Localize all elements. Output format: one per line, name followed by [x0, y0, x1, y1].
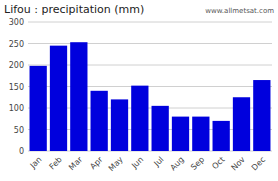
bar [131, 86, 148, 151]
bar [253, 80, 270, 151]
bar [70, 42, 87, 151]
x-tick-label: Dec [250, 155, 267, 172]
bars [30, 42, 271, 151]
bar [30, 66, 47, 151]
x-tick-label: Mar [67, 155, 85, 173]
y-tick-label: 0 [19, 147, 24, 156]
y-axis: 0 50 100 150 200 250 300 [9, 18, 272, 156]
grid-line [28, 43, 272, 44]
y-tick-label: 300 [9, 18, 24, 27]
y-tick-label: 250 [9, 40, 24, 49]
y-tick-label: 100 [9, 104, 24, 113]
x-tick-label: May [107, 155, 125, 173]
y-tick-label: 150 [9, 83, 24, 92]
bar [91, 91, 108, 151]
bar [152, 106, 169, 151]
x-tick-label: Jun [129, 155, 145, 171]
x-tick-label: Aug [168, 155, 185, 172]
x-tick-label: Oct [210, 155, 226, 171]
watermark: www.allmetsat.com [205, 7, 274, 15]
x-axis: JanFebMarAprMayJun JulAugSepOctNovDec [28, 155, 267, 174]
bar [213, 121, 230, 151]
y-tick-label: 50 [14, 126, 24, 135]
bar [111, 99, 128, 151]
chart-container: Lifou : precipitation (mm) www.allmetsat.… [0, 0, 278, 181]
grid-line [28, 22, 272, 23]
bar [192, 117, 209, 151]
x-tick-label: Feb [47, 155, 63, 171]
bar [172, 117, 189, 151]
bar [233, 97, 250, 151]
bar [50, 46, 67, 151]
x-tick-label: Nov [229, 155, 247, 173]
x-tick-label: Jan [28, 155, 44, 171]
y-tick-label: 200 [9, 61, 24, 70]
title: Lifou : precipitation (mm) [4, 3, 144, 16]
x-tick-label: Apr [88, 155, 105, 172]
chart: Lifou : precipitation (mm) www.allmetsat.… [0, 0, 278, 181]
x-tick-label: Sep [189, 155, 206, 172]
x-tick-label: Jul [152, 155, 166, 169]
